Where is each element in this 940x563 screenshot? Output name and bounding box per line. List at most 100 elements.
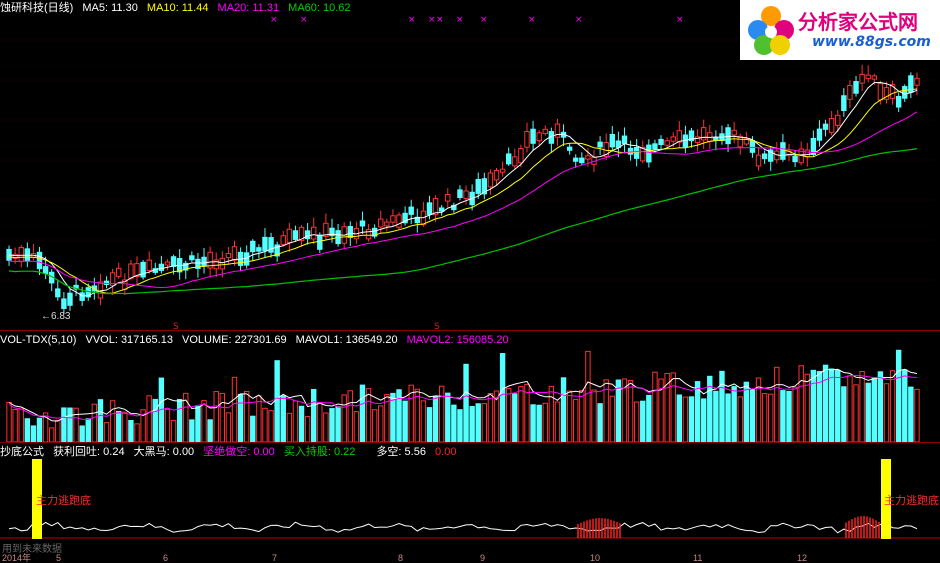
volume-bar: [323, 412, 329, 442]
candle-body: [914, 77, 920, 86]
volume-bar: [73, 407, 79, 442]
candle-body: [36, 251, 43, 270]
volume-bar: [688, 396, 695, 442]
volume-bar: [201, 400, 207, 442]
volume-bar: [97, 399, 104, 442]
logo-title: 分析家公式网: [798, 10, 918, 34]
candle-body: [170, 256, 177, 267]
vol-indicator-name: VOL-TDX(5,10): [0, 334, 77, 346]
low-price-label: ←6.83: [41, 311, 71, 322]
ma10-line: [8, 88, 918, 294]
candle-body: [499, 168, 506, 173]
candle-body: [432, 197, 439, 216]
candle-body: [323, 222, 329, 237]
signal-marker: ×: [528, 15, 536, 25]
candle-body: [390, 215, 396, 223]
volume-bar: [67, 407, 73, 442]
candle-body: [292, 230, 299, 240]
volume-bar: [652, 371, 658, 442]
volume-bar: [213, 391, 219, 442]
volume-bar: [329, 408, 335, 442]
ma10-label: MA10: 11.44: [146, 2, 209, 14]
candle-body: [640, 146, 646, 162]
volume-bar: [731, 386, 737, 442]
volume-bar: [700, 398, 707, 442]
volume-bar: [877, 371, 884, 442]
candle-body: [859, 73, 865, 84]
candle-body: [597, 141, 603, 148]
indicator-chart-panel[interactable]: 抄底公式 获利回吐: 0.24 大黑马: 0.00 坚绝做空: 0.00 买入持…: [0, 442, 940, 563]
volume-bar: [176, 398, 183, 442]
left-signal-label: 主力逃跑底: [36, 495, 91, 507]
candle-body: [250, 240, 256, 253]
volume-bar: [573, 398, 579, 442]
volume-bar: [195, 405, 201, 442]
volume-bar: [353, 411, 360, 442]
volume-bar: [262, 407, 268, 442]
candle-body: [664, 140, 670, 146]
volume-chart[interactable]: [0, 330, 940, 442]
mavol2-label: MAVOL2: 156085.20: [406, 334, 509, 346]
volume-bar: [530, 404, 536, 442]
candle-body: [134, 263, 140, 278]
x-tick-label: 6: [163, 553, 169, 563]
volume-bar: [463, 363, 469, 442]
candle-body: [725, 127, 731, 145]
volume-chart-panel[interactable]: VOL-TDX(5,10) VVOL: 317165.13 VOLUME: 22…: [0, 330, 940, 442]
volume-bar: [207, 419, 213, 442]
candle-body: [804, 149, 810, 158]
volume-bar: [676, 394, 683, 442]
volume-bar: [512, 393, 518, 442]
candle-body: [274, 244, 280, 257]
volume-bar: [646, 394, 652, 442]
price-chart-panel[interactable]: × × × × × × × × × × S S 蚀研科技(日线) MA5: 11.30 MA10: 1…: [0, 0, 940, 330]
ma20-label: MA20: 11.31: [217, 2, 280, 14]
candle-body: [518, 148, 524, 164]
volume-bar: [902, 369, 908, 442]
candle-body: [42, 266, 49, 275]
candle-body: [512, 156, 518, 167]
candle-body: [408, 206, 414, 215]
volume-bar: [152, 398, 158, 442]
long-short-label: 多空: 5.56: [376, 446, 426, 458]
volume-bar: [859, 370, 865, 442]
x-tick-label: 8: [398, 553, 404, 563]
volume-bar: [390, 392, 396, 442]
volume-bar: [822, 364, 829, 442]
ma60-line: [8, 148, 918, 295]
volume-bar: [359, 384, 366, 442]
volume-bar: [311, 388, 317, 442]
volume-bar: [743, 381, 750, 442]
candlestick-chart[interactable]: × × × × × × × × × ×S S: [0, 0, 940, 330]
candle-body: [713, 136, 719, 141]
volume-bar: [292, 400, 299, 442]
candle-body: [676, 130, 683, 143]
candle-body: [457, 189, 463, 198]
indicator-chart[interactable]: [0, 442, 940, 563]
volume-bar: [335, 406, 341, 442]
candle-body: [438, 207, 445, 212]
volume-bar: [566, 390, 573, 442]
signal-marker: ×: [456, 15, 464, 25]
short-cut-label: 坚绝做空: 0.00: [203, 446, 275, 458]
candle-body: [158, 263, 165, 271]
signal-marker: ×: [480, 15, 488, 25]
volume-label: VOLUME: 227301.69: [182, 334, 287, 346]
volume-bar: [658, 378, 664, 442]
volume-bar: [274, 360, 280, 442]
candle-body: [847, 84, 853, 100]
panel-divider: [0, 330, 940, 331]
volume-bar: [91, 403, 98, 442]
volume-bar: [835, 369, 841, 442]
signal-marker: ×: [300, 15, 308, 25]
volume-bar: [402, 400, 408, 442]
candle-body: [55, 288, 61, 298]
ma5-label: MA5: 11.30: [82, 2, 138, 14]
volume-bar: [414, 388, 421, 442]
volume-bar: [432, 396, 439, 442]
volume-bar: [6, 402, 12, 442]
volume-bar: [810, 369, 817, 442]
volume-bar: [499, 353, 506, 442]
volume-header: VOL-TDX(5,10) VVOL: 317165.13 VOLUME: 22…: [0, 333, 515, 347]
volume-bar: [42, 412, 49, 442]
